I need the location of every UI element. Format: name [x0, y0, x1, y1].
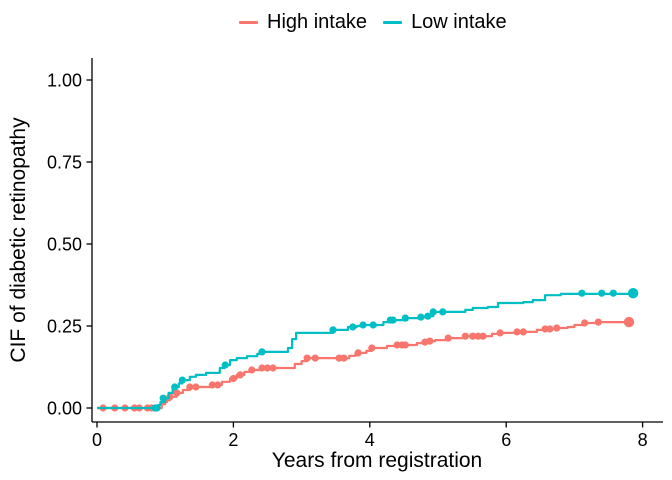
y-axis-title: CIF of diabetic retinopathy	[7, 117, 30, 363]
x-axis-title: Years from registration	[272, 449, 482, 472]
series-line-high-intake	[97, 321, 629, 410]
high-intake-key-line	[239, 20, 258, 24]
event-marker-high-intake	[248, 366, 256, 374]
legend: High intake Low intake	[239, 11, 507, 33]
x-tick-label: 8	[638, 430, 648, 450]
event-marker-high-intake	[236, 371, 244, 379]
event-marker-low-intake	[153, 404, 161, 412]
event-marker-low-intake	[349, 323, 357, 331]
y-tick-label: 1.00	[47, 71, 82, 91]
y-tick-label: 0.50	[47, 235, 82, 255]
event-marker-low-intake	[221, 361, 229, 369]
event-marker-high-intake	[311, 354, 319, 362]
event-marker-high-intake	[186, 383, 194, 391]
low-intake-legend-label: Low intake	[411, 11, 507, 33]
event-marker-high-intake	[303, 354, 311, 362]
event-marker-high-intake	[166, 393, 174, 401]
x-tick-label: 4	[365, 430, 375, 450]
event-marker-high-intake	[444, 334, 452, 342]
chart-canvas: 0 2 4 6 8 0.00 0.25 0.50 0.75 1.00	[47, 58, 663, 450]
event-marker-low-intake	[417, 313, 425, 321]
event-marker-high-intake	[546, 325, 554, 333]
legend-item-high-intake: High intake	[239, 11, 367, 33]
event-marker-low-intake	[429, 308, 437, 316]
event-marker-high-intake	[513, 328, 521, 336]
end-marker-high-intake	[623, 316, 635, 328]
event-marker-low-intake	[369, 321, 377, 329]
event-marker-high-intake	[192, 383, 200, 391]
event-marker-high-intake	[229, 374, 237, 383]
event-marker-high-intake	[581, 319, 589, 327]
event-marker-low-intake	[578, 289, 586, 297]
x-tick-label: 6	[501, 430, 511, 450]
event-marker-low-intake	[171, 383, 179, 391]
event-marker-low-intake	[258, 348, 266, 356]
event-marker-high-intake	[214, 381, 222, 389]
event-marker-high-intake	[519, 328, 527, 336]
event-marker-low-intake	[389, 316, 397, 324]
x-tick-label: 2	[228, 430, 238, 450]
event-marker-high-intake	[173, 389, 181, 397]
event-marker-low-intake	[329, 326, 337, 334]
y-tick-label: 0.25	[47, 317, 82, 337]
event-marker-high-intake	[553, 324, 561, 332]
y-tick-label: 0.75	[47, 153, 82, 173]
event-marker-high-intake	[269, 364, 277, 372]
event-marker-low-intake	[178, 376, 186, 384]
low-intake-key-line	[383, 20, 403, 24]
event-marker-high-intake	[426, 337, 434, 345]
event-marker-high-intake	[479, 332, 487, 340]
event-marker-high-intake	[263, 364, 272, 372]
event-marker-high-intake	[401, 341, 409, 349]
event-marker-low-intake	[359, 321, 367, 329]
event-marker-high-intake	[208, 381, 216, 389]
event-marker-high-intake	[496, 329, 504, 337]
event-marker-high-intake	[258, 364, 266, 372]
event-marker-high-intake	[594, 318, 602, 326]
event-marker-low-intake	[401, 314, 409, 322]
event-marker-high-intake	[368, 344, 376, 352]
legend-item-low-intake: Low intake	[383, 11, 507, 33]
event-marker-high-intake	[461, 332, 469, 340]
event-marker-low-intake	[598, 289, 606, 297]
high-intake-legend-label: High intake	[267, 11, 368, 33]
event-marker-low-intake	[439, 308, 447, 316]
series-line-low-intake	[97, 292, 635, 410]
event-marker-high-intake	[340, 354, 348, 362]
y-tick-label: 0.00	[47, 399, 82, 419]
end-marker-low-intake	[627, 288, 639, 299]
x-tick-label: 0	[92, 430, 102, 450]
event-marker-high-intake	[469, 332, 477, 340]
event-marker-low-intake	[609, 289, 617, 297]
event-marker-low-intake	[424, 312, 432, 320]
event-marker-high-intake	[354, 349, 362, 357]
event-marker-low-intake	[159, 394, 167, 402]
